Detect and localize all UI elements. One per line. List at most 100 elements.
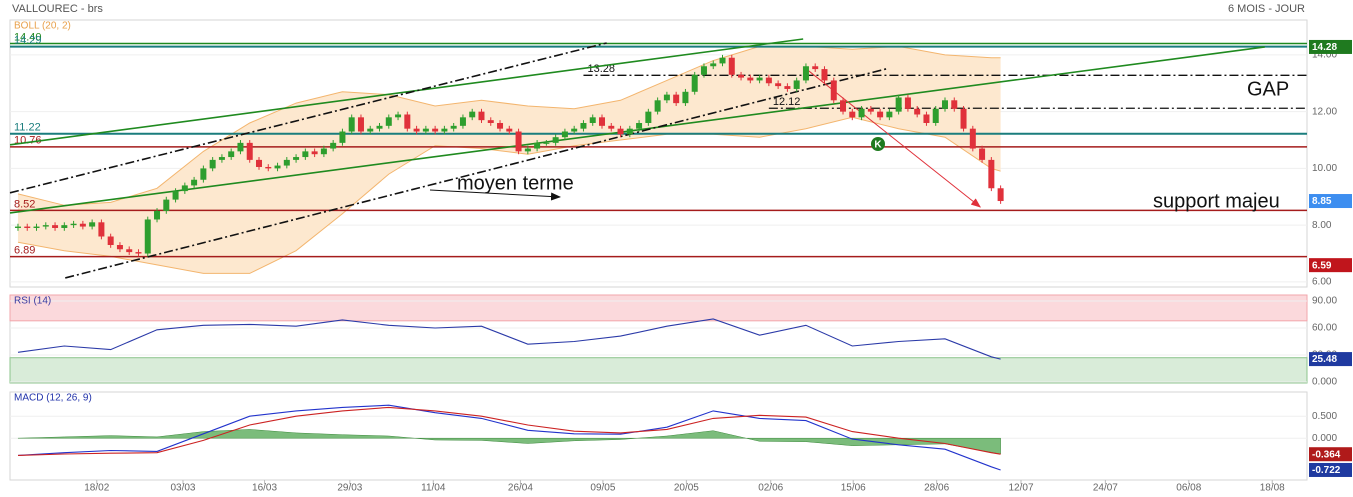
candle-body [126,249,133,253]
candle-body [52,225,59,228]
candle-body [487,120,494,123]
candle-body [42,225,49,227]
x-tick-label: 09/05 [590,483,615,494]
series-line [17,406,1001,456]
y-tick-label: 14.00 [1312,50,1337,61]
y-tick-label: 12.00 [1312,106,1337,117]
series-line [17,404,1001,471]
price-tag [1309,462,1352,477]
candle-body [524,148,531,152]
x-tick-label: 06/08 [1176,483,1201,494]
candle-body [821,69,828,81]
event-marker-label: K [874,140,882,151]
price-tag-label: 6.59 [1312,260,1332,271]
candle-body [571,128,578,132]
series-line [17,318,1001,360]
candle-body [79,223,86,227]
candle-body [784,86,791,89]
price-tag-label: -0.722 [1312,465,1341,476]
candle-body [617,128,624,135]
candle-body [283,159,290,166]
candle-body [728,57,735,75]
candle-body [719,57,726,64]
candle-body [450,125,457,129]
candle-body [941,100,948,109]
candle-body [14,226,21,228]
candle-body [422,128,429,132]
candle-body [969,128,976,149]
y-tick-label: 0.000 [1312,433,1337,444]
candle-body [274,165,281,169]
x-tick-label: 29/03 [337,483,362,494]
candle-body [385,117,392,126]
candle-body [858,108,865,118]
indicator-label: RSI (14) [14,296,51,307]
trend-line [65,68,887,279]
candle-body [691,74,698,92]
indicator-label: MACD (12, 26, 9) [14,393,92,404]
candle-body [645,111,652,123]
candle-body [886,111,893,118]
candle-body [589,117,596,123]
price-tag [1309,39,1352,54]
price-tag-label: -0.364 [1312,449,1341,460]
candle-body [543,142,550,144]
candle-body [478,111,485,121]
candle-body [376,125,383,129]
candle-body [793,80,800,89]
candle-body [580,122,587,129]
candle-body [228,151,235,158]
candle-body [710,63,717,67]
level-label: 8.52 [14,198,35,210]
candle-body [747,77,754,81]
trend-line [9,46,1265,214]
x-tick-label: 15/06 [841,483,866,494]
y-tick-label: 0.500 [1312,411,1337,422]
candle-body [404,114,411,129]
candle-body [608,125,615,129]
y-tick-label: 0.000 [1312,377,1337,388]
candle-body [135,252,142,254]
zone [9,357,1308,384]
candle-body [209,159,216,169]
x-tick-label: 12/07 [1008,483,1033,494]
candle-body [904,97,911,109]
candle-body [700,66,707,75]
candle-body [320,148,327,155]
level-label: 11.22 [14,122,41,134]
x-tick-label: 11/04 [421,483,446,494]
period-label: 6 MOIS - JOUR [1228,3,1305,15]
candle-body [116,245,123,250]
candle-body [923,114,930,123]
candle-body [506,128,513,132]
x-tick-label: 03/03 [170,483,195,494]
candle-body [330,142,337,149]
candle-body [70,223,77,226]
candle-body [441,128,448,132]
price-tag [1309,352,1352,367]
candle-body [802,66,809,81]
candle-body [497,122,504,129]
zone [9,294,1308,322]
candle-body [812,66,819,70]
bollinger-band [17,46,1001,274]
x-tick-label: 02/06 [758,483,783,494]
chart-title: VALLOUREC - brs [12,3,103,15]
candle-body [191,179,198,186]
candle-body [339,131,346,143]
price-tag-label: 25.48 [1312,354,1337,365]
candle-body [840,100,847,112]
candle-body [89,222,96,227]
candle-body [682,91,689,104]
x-tick-label: 24/07 [1093,483,1118,494]
y-tick-label: 60.00 [1312,323,1337,334]
candle-body [218,157,225,160]
candle-body [561,131,568,138]
candle-body [932,108,939,123]
trend-line [9,38,804,146]
candle-body [61,225,68,228]
candle-body [830,80,837,101]
candle-body [988,159,995,189]
candle-body [357,117,364,132]
candle-body [181,185,188,192]
